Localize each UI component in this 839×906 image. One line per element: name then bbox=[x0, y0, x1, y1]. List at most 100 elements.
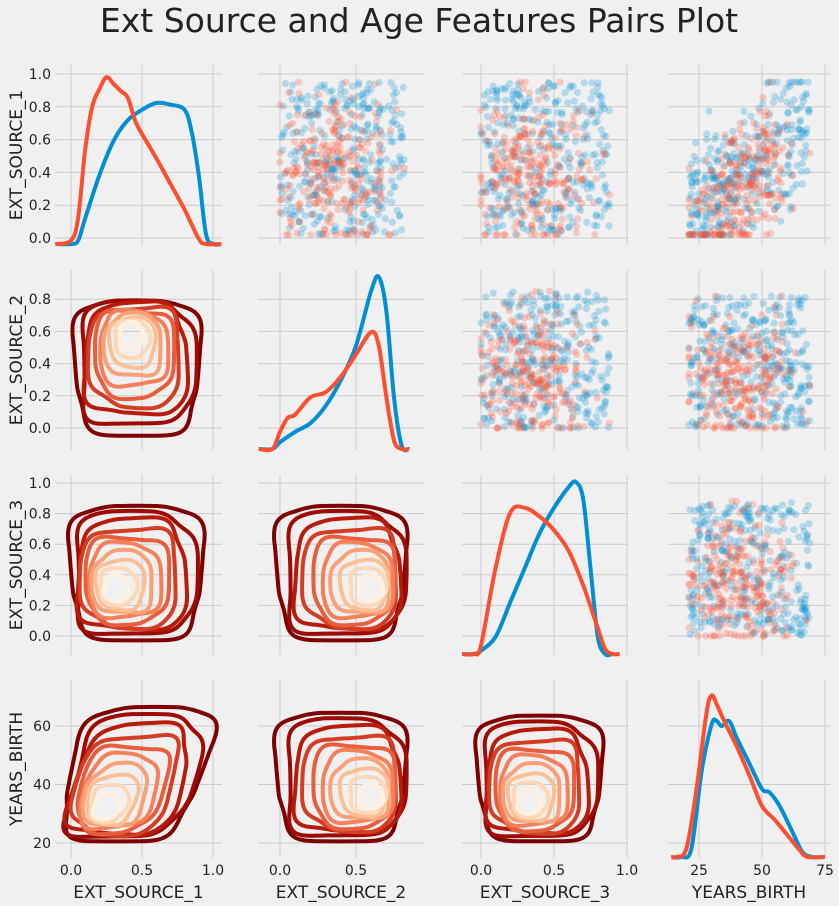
scatter-point-class-0 bbox=[779, 89, 787, 97]
scatter-point-class-1 bbox=[565, 400, 573, 408]
scatter-point-class-1 bbox=[747, 214, 756, 222]
scatter-point-class-0 bbox=[549, 332, 557, 340]
scatter-point-class-0 bbox=[695, 505, 703, 513]
scatter-point-class-1 bbox=[758, 580, 766, 588]
scatter-point-class-0 bbox=[773, 300, 781, 309]
scatter-point-class-1 bbox=[490, 311, 498, 319]
scatter-point-class-0 bbox=[602, 305, 610, 313]
scatter-point-class-1 bbox=[736, 160, 744, 168]
scatter-point-class-0 bbox=[560, 354, 568, 362]
scatter-point-class-1 bbox=[710, 225, 718, 233]
scatter-point-class-0 bbox=[726, 293, 734, 301]
scatter-point-class-0 bbox=[786, 377, 794, 385]
contour-level-4 bbox=[85, 304, 181, 411]
scatter-point-class-0 bbox=[587, 181, 596, 189]
scatter-point-class-1 bbox=[314, 173, 322, 181]
scatter-point-class-1 bbox=[754, 331, 762, 339]
scatter-point-class-0 bbox=[726, 535, 734, 543]
scatter-point-class-0 bbox=[777, 398, 785, 406]
scatter-point-class-1 bbox=[357, 191, 366, 199]
scatter-point-class-1 bbox=[480, 374, 488, 382]
scatter-point-class-0 bbox=[543, 118, 551, 126]
scatter-point-class-0 bbox=[788, 623, 796, 631]
scatter-point-class-1 bbox=[363, 231, 371, 239]
scatter-point-class-1 bbox=[554, 364, 562, 372]
scatter-point-class-1 bbox=[477, 348, 485, 357]
scatter-point-class-1 bbox=[493, 179, 501, 188]
scatter-point-class-1 bbox=[519, 322, 528, 330]
scatter-point-class-0 bbox=[768, 345, 776, 353]
scatter-point-class-0 bbox=[763, 186, 771, 194]
scatter-point-class-0 bbox=[529, 327, 537, 335]
scatter-point-class-0 bbox=[317, 82, 325, 90]
scatter-point-class-0 bbox=[391, 164, 399, 172]
scatter-point-class-1 bbox=[756, 154, 764, 162]
scatter-point-class-0 bbox=[507, 399, 515, 407]
scatter-point-class-1 bbox=[749, 500, 757, 509]
scatter-point-class-1 bbox=[730, 569, 738, 577]
scatter-point-class-1 bbox=[782, 595, 790, 603]
scatter-point-class-0 bbox=[572, 294, 581, 302]
scatter-point-class-1 bbox=[306, 136, 315, 145]
scatter-point-class-1 bbox=[719, 567, 727, 575]
scatter-point-class-0 bbox=[766, 165, 774, 173]
scatter-point-class-1 bbox=[720, 201, 728, 209]
scatter-point-class-0 bbox=[769, 526, 777, 535]
scatter-point-class-1 bbox=[754, 608, 762, 616]
scatter-point-class-1 bbox=[322, 104, 331, 112]
scatter-point-class-0 bbox=[320, 84, 328, 92]
scatter-point-class-0 bbox=[605, 364, 613, 372]
scatter-point-class-1 bbox=[745, 361, 753, 369]
scatter-point-class-1 bbox=[789, 559, 797, 567]
scatter-point-class-0 bbox=[796, 384, 805, 392]
scatter-point-class-0 bbox=[602, 383, 610, 391]
scatter-point-class-0 bbox=[484, 180, 492, 188]
scatter-point-class-1 bbox=[765, 411, 773, 419]
scatter-point-class-0 bbox=[586, 179, 594, 187]
scatter-point-class-1 bbox=[506, 185, 514, 194]
scatter-point-class-1 bbox=[323, 217, 331, 225]
scatter-point-class-0 bbox=[363, 89, 371, 97]
scatter-point-class-1 bbox=[395, 163, 403, 172]
scatter-point-class-1 bbox=[746, 181, 754, 189]
scatter-point-class-0 bbox=[515, 114, 523, 122]
scatter-point-class-1 bbox=[762, 630, 770, 638]
scatter-point-class-0 bbox=[800, 628, 808, 636]
scatter-point-class-1 bbox=[739, 391, 747, 399]
scatter-point-class-0 bbox=[730, 221, 739, 230]
scatter-point-class-0 bbox=[351, 202, 359, 211]
scatter-point-class-0 bbox=[312, 188, 320, 196]
contour-level-10 bbox=[356, 782, 386, 811]
scatter-point-class-0 bbox=[718, 546, 726, 555]
scatter-point-class-1 bbox=[712, 370, 720, 378]
scatter-point-class-0 bbox=[515, 347, 523, 355]
scatter-point-class-1 bbox=[730, 136, 738, 144]
scatter-point-class-0 bbox=[776, 349, 784, 357]
scatter-point-class-0 bbox=[798, 360, 806, 368]
scatter-point-class-1 bbox=[334, 148, 342, 156]
scatter-point-class-1 bbox=[748, 533, 756, 541]
scatter-point-class-0 bbox=[371, 182, 379, 190]
scatter-point-class-0 bbox=[521, 423, 529, 431]
scatter-point-class-1 bbox=[718, 231, 727, 239]
scatter-point-class-0 bbox=[783, 348, 791, 356]
scatter-point-class-1 bbox=[753, 361, 761, 369]
scatter-point-class-0 bbox=[733, 619, 741, 627]
scatter-point-class-1 bbox=[760, 345, 768, 353]
scatter-point-class-0 bbox=[748, 164, 756, 172]
scatter-point-class-1 bbox=[715, 600, 723, 609]
scatter-point-class-0 bbox=[747, 378, 755, 386]
scatter-point-class-1 bbox=[717, 388, 726, 396]
scatter-point-class-0 bbox=[486, 184, 494, 192]
scatter-point-class-1 bbox=[766, 191, 774, 199]
scatter-point-class-1 bbox=[531, 416, 539, 424]
scatter-point-class-0 bbox=[750, 539, 758, 547]
scatter-point-class-1 bbox=[717, 172, 726, 180]
scatter-point-class-1 bbox=[528, 158, 537, 167]
scatter-point-class-1 bbox=[743, 581, 751, 589]
scatter-point-class-0 bbox=[574, 108, 582, 116]
scatter-point-class-0 bbox=[757, 504, 766, 512]
scatter-point-class-0 bbox=[550, 83, 558, 91]
scatter-point-class-1 bbox=[535, 173, 544, 181]
scatter-point-class-0 bbox=[696, 337, 704, 345]
